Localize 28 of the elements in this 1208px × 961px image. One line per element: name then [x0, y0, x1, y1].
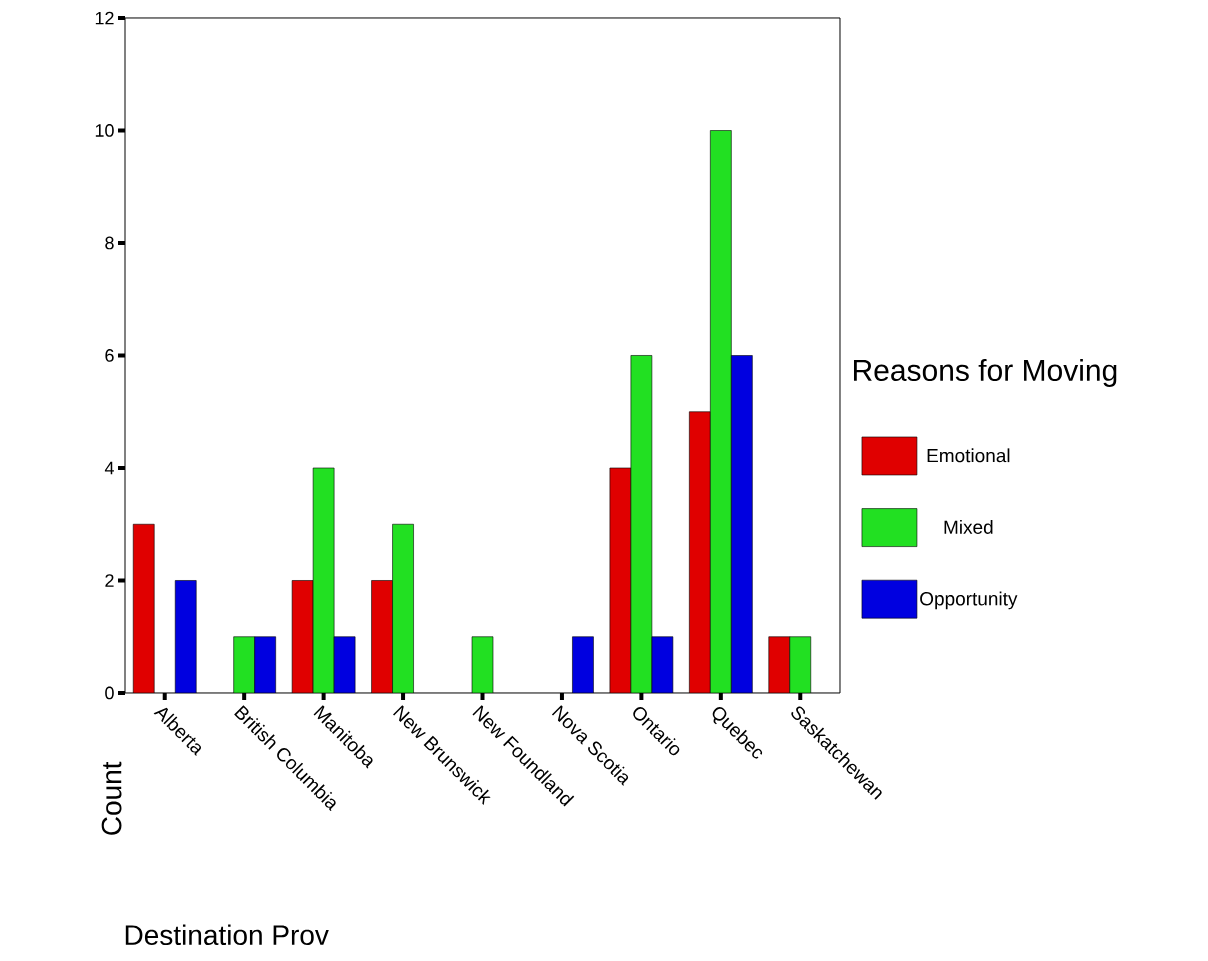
bar [312, 467, 335, 693]
bar [174, 580, 197, 693]
legend-label: Emotional [927, 448, 1010, 463]
bar [630, 355, 653, 693]
bar [233, 636, 255, 693]
bar [371, 580, 393, 693]
y-tick-label: 2 [105, 574, 114, 587]
y-tick-label: 4 [104, 461, 114, 475]
bar [572, 636, 594, 693]
bar [609, 467, 632, 693]
bar [710, 130, 732, 693]
legend-label: Mixed [944, 519, 993, 534]
legend-title: Reasons for Moving [853, 359, 1117, 387]
bar [392, 523, 414, 693]
y-tick-label: 6 [105, 349, 114, 362]
bar [689, 411, 711, 693]
bar [768, 636, 791, 693]
y-tick-label: 12 [95, 11, 114, 25]
y-tick-label: 8 [105, 236, 114, 250]
legend-label: Opportunity [920, 591, 1018, 610]
y-axis-title: Count [101, 761, 122, 835]
bar [789, 636, 812, 693]
bar [132, 523, 155, 693]
y-tick-label: 0 [105, 686, 114, 700]
x-axis-title: Destination Prov [125, 924, 329, 946]
bar [731, 355, 753, 693]
y-tick-label: 10 [95, 124, 114, 137]
bar [254, 636, 276, 693]
